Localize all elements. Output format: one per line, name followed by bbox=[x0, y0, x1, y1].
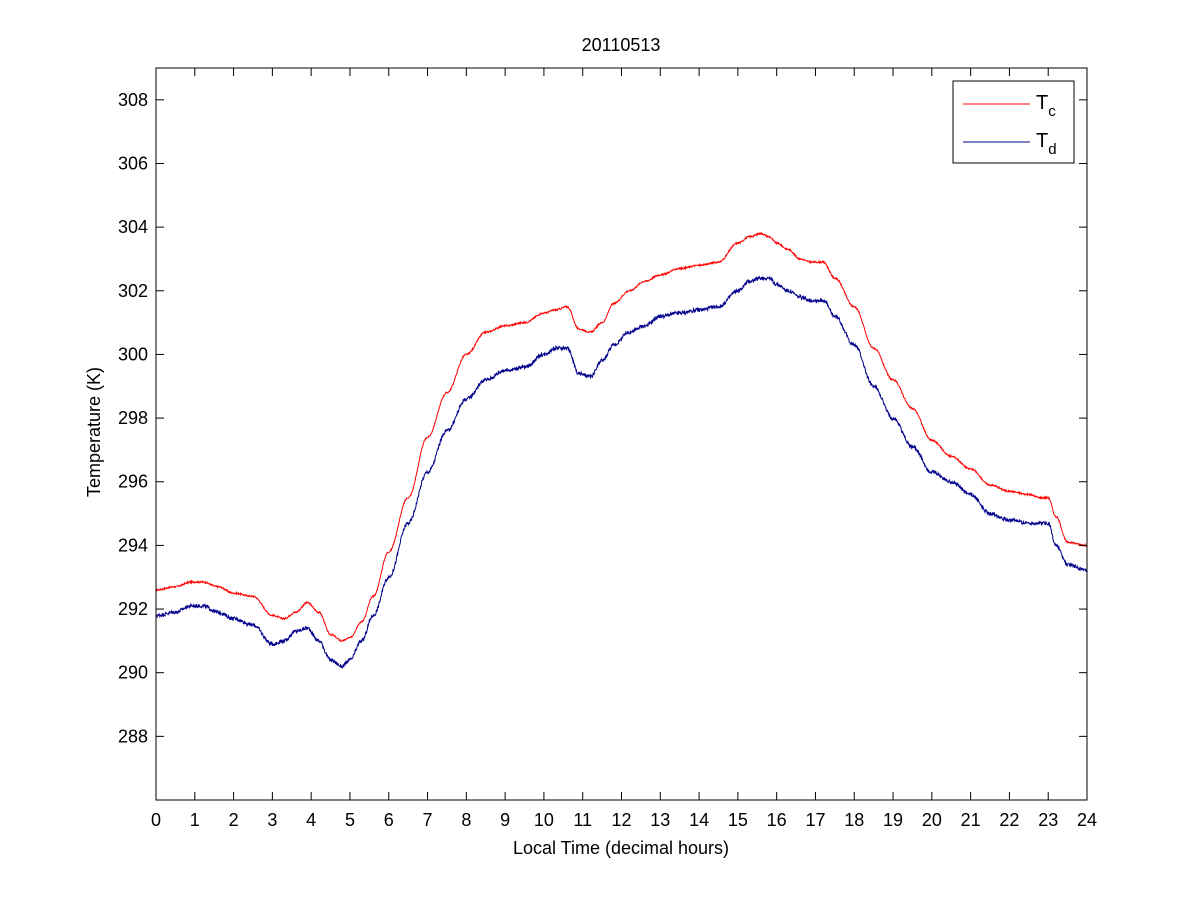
x-tick-label: 14 bbox=[689, 810, 709, 830]
x-tick-label: 11 bbox=[573, 810, 592, 830]
y-axis: 288 290 292 294 296 298 300 302 304 306 308 bbox=[118, 90, 1087, 746]
x-tick-label: 17 bbox=[805, 810, 825, 830]
y-tick-label: 308 bbox=[118, 90, 148, 110]
x-tick-label: 13 bbox=[650, 810, 670, 830]
x-tick-label: 10 bbox=[534, 810, 554, 830]
x-tick-label: 7 bbox=[423, 810, 433, 830]
x-tick-label: 9 bbox=[500, 810, 510, 830]
x-tick-label: 19 bbox=[883, 810, 903, 830]
y-tick-label: 304 bbox=[118, 217, 148, 237]
x-tick-label: 12 bbox=[611, 810, 631, 830]
x-axis-label: Local Time (decimal hours) bbox=[513, 838, 729, 858]
x-tick-label: 23 bbox=[1038, 810, 1058, 830]
y-tick-label: 292 bbox=[118, 599, 148, 619]
y-tick-label: 288 bbox=[118, 726, 148, 746]
x-tick-label: 3 bbox=[267, 810, 277, 830]
y-axis-label: Temperature (K) bbox=[84, 367, 104, 497]
x-tick-label: 16 bbox=[767, 810, 787, 830]
y-tick-label: 302 bbox=[118, 281, 148, 301]
series-line-d bbox=[155, 274, 1088, 669]
x-tick-label: 5 bbox=[345, 810, 355, 830]
x-tick-label: 22 bbox=[999, 810, 1019, 830]
x-tick-label: 2 bbox=[229, 810, 239, 830]
series-line-c bbox=[155, 231, 1088, 642]
chart-title: 20110513 bbox=[582, 35, 661, 55]
x-tick-label: 4 bbox=[306, 810, 316, 830]
x-tick-label: 1 bbox=[190, 810, 200, 830]
x-tick-label: 15 bbox=[728, 810, 748, 830]
x-tick-label: 21 bbox=[961, 810, 981, 830]
x-tick-label: 8 bbox=[461, 810, 471, 830]
x-tick-label: 0 bbox=[151, 810, 161, 830]
y-tick-label: 294 bbox=[118, 535, 148, 555]
legend-box bbox=[952, 80, 1075, 164]
y-tick-label: 290 bbox=[118, 663, 148, 683]
y-tick-label: 306 bbox=[118, 153, 148, 173]
y-tick-label: 296 bbox=[118, 472, 148, 492]
x-tick-label: 24 bbox=[1077, 810, 1097, 830]
y-tick-label: 298 bbox=[118, 408, 148, 428]
plot-area bbox=[155, 231, 1088, 669]
x-tick-label: 20 bbox=[922, 810, 942, 830]
x-axis: 0 1 2 3 4 5 6 7 8 9 10 11 12 13 14 15 16 17 18 19 20 21 22 23 24 bbox=[151, 68, 1097, 830]
y-tick-label: 300 bbox=[118, 344, 148, 364]
x-tick-label: 6 bbox=[384, 810, 394, 830]
x-tick-label: 18 bbox=[844, 810, 864, 830]
